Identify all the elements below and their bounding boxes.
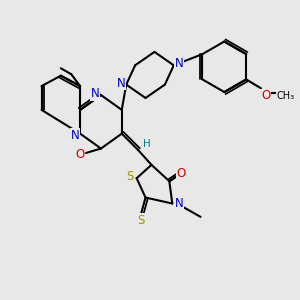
Text: N: N	[70, 129, 79, 142]
Text: S: S	[137, 214, 145, 227]
Text: O: O	[261, 89, 270, 102]
Text: H: H	[142, 139, 150, 149]
Text: CH₃: CH₃	[276, 91, 295, 101]
Text: N: N	[175, 57, 184, 70]
Text: N: N	[175, 197, 183, 210]
Text: O: O	[76, 148, 85, 161]
Text: N: N	[91, 87, 99, 100]
Text: S: S	[126, 170, 134, 183]
Text: N: N	[116, 76, 125, 90]
Text: O: O	[177, 167, 186, 180]
